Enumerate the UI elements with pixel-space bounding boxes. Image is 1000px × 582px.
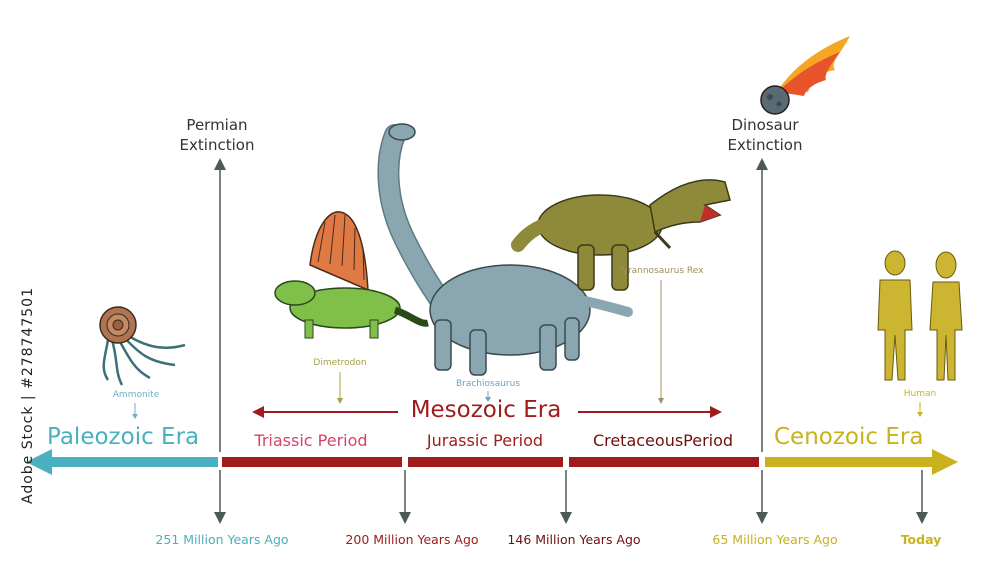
dimetrodon-illustration xyxy=(274,211,429,339)
permian-label-line1: Permian xyxy=(186,116,248,134)
date-today-label: Today xyxy=(900,532,942,547)
cretaceous-bar xyxy=(569,457,759,467)
cretaceous-period-label: CretaceousPeriod xyxy=(592,431,734,450)
trex-label: Tyrannosaurus Rex xyxy=(618,266,704,276)
permian-extinction-label: Permian Extinction xyxy=(180,115,255,155)
cenozoic-era-label: Cenozoic Era xyxy=(774,424,924,450)
dimetrodon-label: Dimetrodon xyxy=(313,358,367,368)
paleozoic-arrowhead xyxy=(26,449,52,475)
jurassic-period-label: Jurassic Period xyxy=(426,431,544,450)
timeline-bar xyxy=(26,449,958,475)
cenozoic-bar xyxy=(765,457,935,467)
brachiosaurus-label: Brachiosaurus xyxy=(455,379,521,389)
mesozoic-era-label: Mesozoic Era xyxy=(410,397,562,423)
ammonite-illustration xyxy=(99,306,186,386)
paleozoic-bar xyxy=(45,457,218,467)
date-146-label: 146 Million Years Ago xyxy=(507,532,641,547)
permian-label-line2: Extinction xyxy=(179,136,255,154)
cenozoic-arrowhead xyxy=(932,449,958,475)
ammonite-label: Ammonite xyxy=(112,390,160,400)
date-200-label: 200 Million Years Ago xyxy=(345,532,479,547)
date-65-label: 65 Million Years Ago xyxy=(712,532,838,547)
brachiosaurus-illustration xyxy=(377,123,633,376)
dinosaur-label-line2: Extinction xyxy=(727,136,803,154)
humans-illustration xyxy=(877,250,963,381)
triassic-period-label: Triassic Period xyxy=(254,431,368,450)
meteor-illustration xyxy=(760,36,850,115)
human-label: Human xyxy=(903,389,937,399)
triassic-bar xyxy=(222,457,402,467)
stock-watermark-text: Adobe Stock | #278747501 xyxy=(20,287,36,504)
paleozoic-era-label: Paleozoic Era xyxy=(47,424,200,450)
mesozoic-span-arrows xyxy=(252,406,722,418)
trex-illustration xyxy=(511,179,731,291)
jurassic-bar xyxy=(408,457,563,467)
dinosaur-extinction-label: Dinosaur Extinction xyxy=(728,115,803,155)
date-251-label: 251 Million Years Ago xyxy=(155,532,289,547)
dinosaur-label-line1: Dinosaur xyxy=(731,116,799,134)
